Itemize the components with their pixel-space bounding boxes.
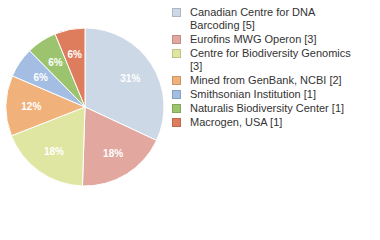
pie-area: 31%18%18%12%6%6%6% [0, 0, 170, 240]
legend-swatch [172, 35, 181, 44]
legend-swatch [172, 49, 181, 58]
legend-swatch [172, 8, 181, 17]
data-label: 12% [21, 101, 41, 112]
legend-item: Canadian Centre for DNA Barcoding [5] [172, 6, 378, 32]
legend-swatch [172, 104, 181, 113]
legend-swatch [172, 76, 181, 85]
legend-swatch [172, 90, 181, 99]
data-label: 6% [33, 72, 48, 83]
data-label: 31% [120, 73, 140, 84]
legend-label: Smithsonian Institution [1] [190, 88, 360, 101]
legend-item: Naturalis Biodiversity Center [1] [172, 102, 378, 115]
data-label: 18% [103, 148, 123, 159]
data-labels: 31%18%18%12%6%6%6% [21, 49, 140, 158]
legend-label: Eurofins MWG Operon [3] [190, 33, 360, 46]
legend: Canadian Centre for DNA Barcoding [5]Eur… [172, 6, 378, 130]
data-label: 6% [48, 57, 63, 68]
legend-label: Centre for Biodiversity Genomics [3] [190, 47, 360, 73]
legend-label: Naturalis Biodiversity Center [1] [190, 102, 360, 115]
legend-item: Centre for Biodiversity Genomics [3] [172, 47, 378, 73]
legend-item: Smithsonian Institution [1] [172, 88, 378, 101]
legend-label: Canadian Centre for DNA Barcoding [5] [190, 6, 360, 32]
legend-label: Mined from GenBank, NCBI [2] [190, 74, 360, 87]
slices [6, 28, 164, 186]
chart-root: 31%18%18%12%6%6%6% Canadian Centre for D… [0, 0, 380, 240]
data-label: 18% [44, 146, 64, 157]
legend-item: Macrogen, USA [1] [172, 116, 378, 129]
legend-item: Eurofins MWG Operon [3] [172, 33, 378, 46]
legend-swatch [172, 118, 181, 127]
pie-slice [82, 107, 156, 186]
data-label: 6% [67, 49, 82, 60]
legend-label: Macrogen, USA [1] [190, 116, 360, 129]
legend-item: Mined from GenBank, NCBI [2] [172, 74, 378, 87]
